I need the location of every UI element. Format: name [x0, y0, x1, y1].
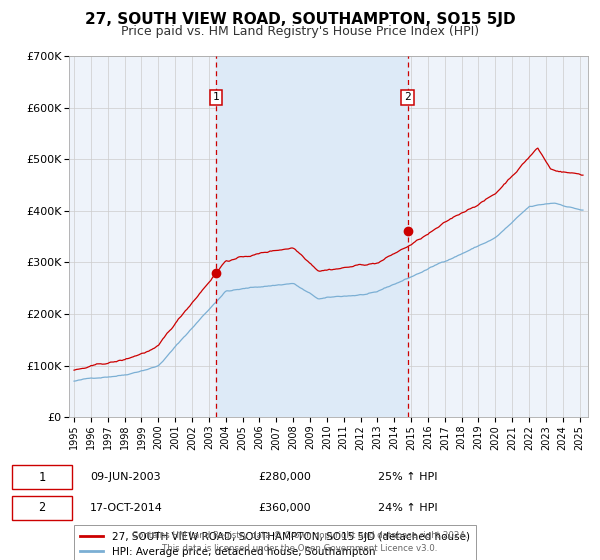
Text: £360,000: £360,000 [258, 503, 311, 513]
Text: 09-JUN-2003: 09-JUN-2003 [90, 472, 161, 482]
Text: Price paid vs. HM Land Registry's House Price Index (HPI): Price paid vs. HM Land Registry's House … [121, 25, 479, 38]
Text: 2: 2 [404, 92, 411, 102]
Bar [216, 56, 407, 417]
Text: 25% ↑ HPI: 25% ↑ HPI [378, 472, 437, 482]
Text: 1: 1 [38, 470, 46, 484]
Text: 17-OCT-2014: 17-OCT-2014 [90, 503, 163, 513]
Text: 24% ↑ HPI: 24% ↑ HPI [378, 503, 437, 513]
Text: 27, SOUTH VIEW ROAD, SOUTHAMPTON, SO15 5JD: 27, SOUTH VIEW ROAD, SOUTHAMPTON, SO15 5… [85, 12, 515, 27]
Text: This data is licensed under the Open Government Licence v3.0.: This data is licensed under the Open Gov… [163, 544, 437, 553]
Text: Contains HM Land Registry data © Crown copyright and database right 2024.: Contains HM Land Registry data © Crown c… [132, 531, 468, 540]
Legend: 27, SOUTH VIEW ROAD, SOUTHAMPTON, SO15 5JD (detached house), HPI: Average price,: 27, SOUTH VIEW ROAD, SOUTHAMPTON, SO15 5… [74, 525, 476, 560]
Text: 2: 2 [38, 501, 46, 515]
Text: 1: 1 [213, 92, 220, 102]
Text: £280,000: £280,000 [258, 472, 311, 482]
